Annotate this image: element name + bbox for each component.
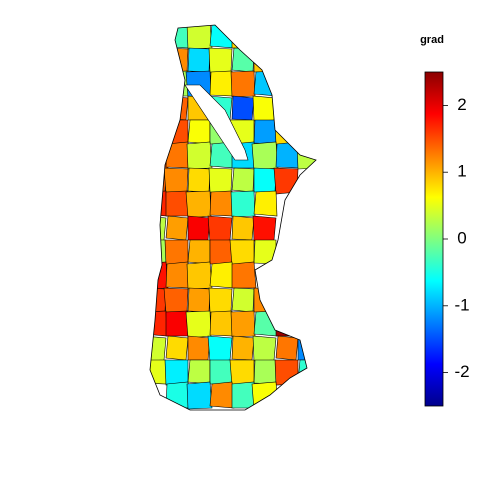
region — [253, 47, 277, 73]
tick-label: -2 — [454, 362, 469, 381]
region — [253, 190, 278, 217]
region — [231, 167, 255, 193]
region — [187, 359, 211, 385]
region — [165, 335, 189, 361]
region — [186, 381, 213, 410]
region — [209, 70, 234, 97]
region — [187, 335, 211, 361]
tick-label: 0 — [457, 228, 466, 247]
region — [150, 141, 169, 171]
map-regions — [150, 25, 316, 410]
region — [230, 310, 256, 338]
region — [231, 215, 255, 241]
region — [275, 70, 300, 97]
region — [187, 47, 211, 73]
region — [253, 119, 277, 145]
region — [150, 239, 167, 265]
tick-label: 2 — [457, 95, 466, 114]
region — [209, 310, 234, 337]
region — [208, 167, 233, 194]
region — [273, 167, 299, 195]
region — [275, 141, 301, 169]
region — [208, 47, 233, 74]
legend-title: grad — [420, 34, 444, 46]
region — [209, 25, 235, 49]
region — [231, 95, 255, 121]
region — [209, 190, 234, 217]
region — [185, 190, 212, 219]
region — [297, 335, 316, 361]
region — [150, 215, 167, 242]
region — [187, 287, 211, 313]
region — [275, 310, 300, 337]
region — [164, 359, 189, 386]
region — [207, 215, 233, 243]
region — [275, 335, 299, 361]
region — [187, 119, 211, 145]
region — [150, 190, 168, 217]
region — [165, 25, 191, 49]
region — [251, 141, 279, 171]
region — [165, 70, 190, 97]
region — [230, 70, 256, 98]
region — [187, 215, 211, 241]
region — [253, 167, 277, 193]
region — [165, 95, 189, 121]
region — [165, 215, 189, 241]
tick-label: 1 — [457, 162, 466, 181]
region — [253, 239, 277, 265]
region — [150, 335, 167, 362]
region — [150, 287, 167, 313]
region — [231, 335, 255, 361]
region — [163, 287, 189, 315]
region — [253, 359, 277, 385]
region — [150, 359, 167, 385]
region — [163, 47, 189, 75]
region — [165, 141, 191, 169]
region — [165, 190, 190, 217]
region — [275, 95, 299, 121]
tick-label: -1 — [454, 295, 469, 314]
region — [231, 25, 257, 49]
region — [186, 141, 213, 170]
region — [208, 287, 233, 314]
legend-ticks: -2 -1 0 1 2 — [443, 95, 470, 381]
region — [253, 310, 278, 337]
region — [209, 381, 235, 409]
region — [186, 261, 213, 290]
region — [209, 261, 235, 289]
region — [230, 190, 256, 218]
river — [184, 84, 249, 161]
region — [253, 287, 277, 313]
region — [252, 335, 277, 362]
region — [209, 239, 233, 265]
map-outline — [149, 24, 317, 411]
region — [150, 261, 169, 291]
region — [187, 239, 211, 265]
region — [252, 215, 277, 242]
region — [207, 335, 233, 363]
region — [165, 310, 190, 337]
region — [231, 287, 255, 313]
region — [150, 119, 167, 145]
region — [209, 359, 233, 385]
region — [185, 310, 212, 339]
region — [253, 70, 278, 97]
region — [251, 381, 279, 410]
region — [163, 167, 189, 195]
region — [231, 261, 257, 289]
region — [165, 261, 191, 289]
region — [297, 359, 316, 385]
region — [164, 119, 189, 146]
region — [164, 239, 189, 266]
region — [187, 167, 211, 193]
color-bar — [424, 71, 444, 407]
